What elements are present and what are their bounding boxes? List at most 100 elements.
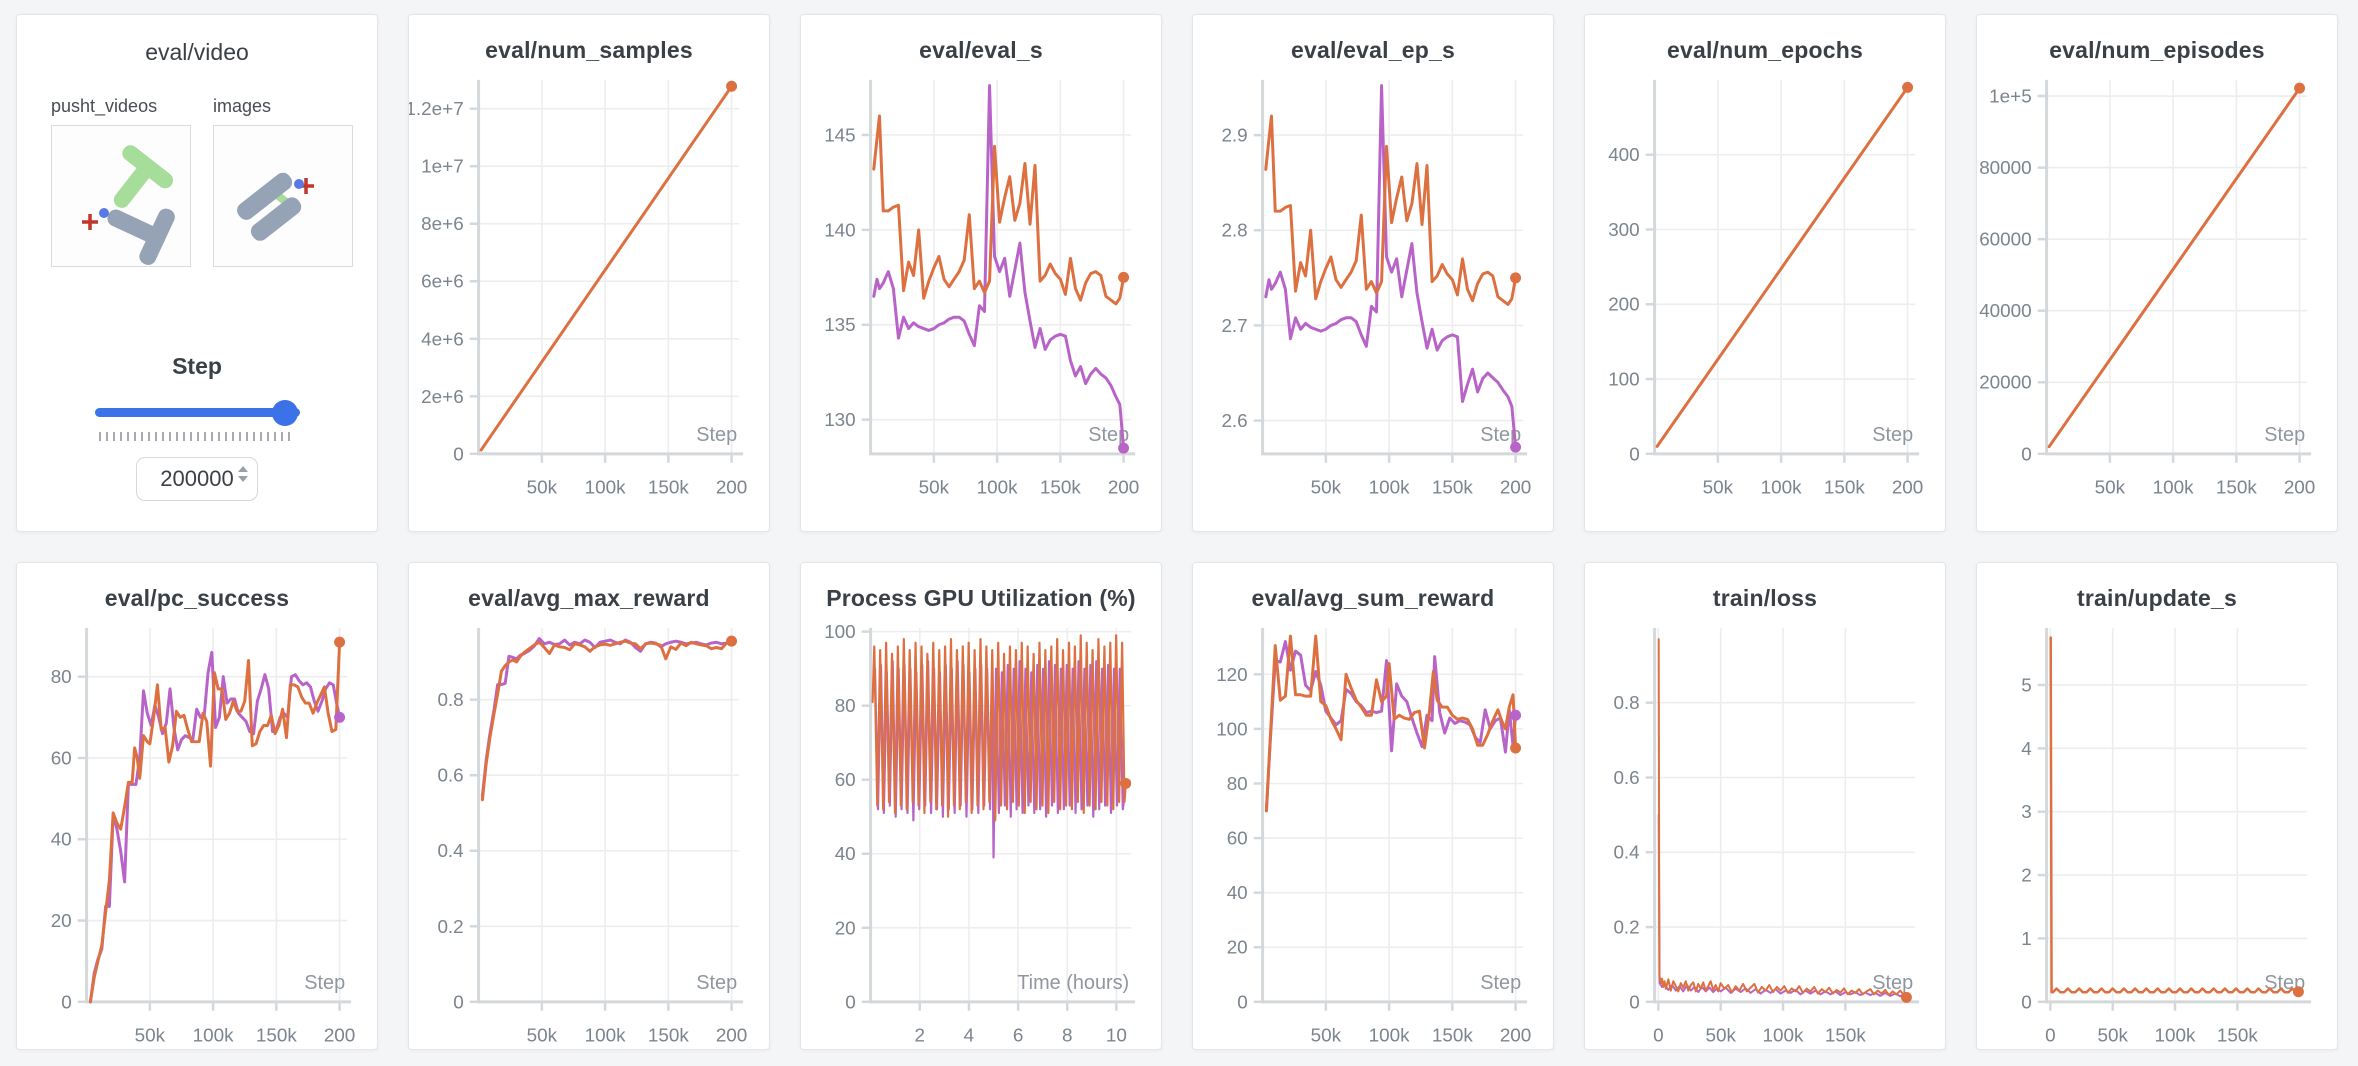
svg-text:60: 60 xyxy=(835,770,856,791)
svg-text:0: 0 xyxy=(453,444,464,465)
svg-text:1e+5: 1e+5 xyxy=(1989,86,2032,107)
svg-text:150k: 150k xyxy=(1824,478,1865,499)
chart-title: eval/num_episodes xyxy=(2049,37,2265,63)
svg-text:Step: Step xyxy=(2264,424,2305,446)
panel-eval-eval-s[interactable]: eval/eval_s 130 135 140 145 50k 100k 150k 200 St… xyxy=(800,14,1162,532)
chart-title: Process GPU Utilization (%) xyxy=(826,585,1136,611)
slider-ticks xyxy=(99,432,295,441)
panel-eval-video[interactable]: eval/video pusht_videos xyxy=(16,14,378,532)
svg-text:120: 120 xyxy=(1216,665,1248,686)
svg-text:150k: 150k xyxy=(648,478,689,499)
media-label: images xyxy=(213,96,272,116)
svg-text:100k: 100k xyxy=(1761,478,1802,499)
svg-text:2: 2 xyxy=(915,1026,926,1047)
chart-canvas[interactable]: 2.6 2.7 2.8 2.9 50k 100k 150k 200 Step xyxy=(1193,66,1553,516)
svg-text:0.4: 0.4 xyxy=(437,841,463,862)
panel-train-loss[interactable]: train/loss 0 0.2 0.4 0.6 0.8 0 50k 100k 150k Step xyxy=(1584,562,1946,1050)
svg-text:130: 130 xyxy=(824,410,856,431)
svg-text:0.8: 0.8 xyxy=(1613,693,1639,714)
chart-title: eval/pc_success xyxy=(104,585,290,611)
chart-title: eval/num_epochs xyxy=(1666,37,1864,63)
images-frame xyxy=(237,172,314,241)
video-thumbnail[interactable] xyxy=(51,125,191,267)
svg-text:100: 100 xyxy=(824,622,856,643)
svg-text:4e+6: 4e+6 xyxy=(421,329,464,350)
svg-text:60000: 60000 xyxy=(1979,230,2032,251)
svg-text:60: 60 xyxy=(51,748,72,769)
chart-canvas[interactable]: 130 135 140 145 50k 100k 150k 200 Step xyxy=(801,66,1161,516)
chart-title: eval/num_samples xyxy=(485,37,693,63)
svg-text:2.9: 2.9 xyxy=(1221,126,1247,147)
chart-canvas[interactable]: 0 20 40 60 80 50k 100k 150k 200 Step xyxy=(17,614,377,1050)
stepper-up-button[interactable] xyxy=(238,466,248,472)
svg-text:40: 40 xyxy=(51,830,72,851)
svg-text:200: 200 xyxy=(716,478,748,499)
svg-text:150k: 150k xyxy=(648,1026,689,1047)
svg-text:200: 200 xyxy=(2284,478,2316,499)
svg-text:150k: 150k xyxy=(1825,1026,1866,1047)
svg-text:0: 0 xyxy=(61,992,72,1013)
svg-text:0: 0 xyxy=(845,992,856,1013)
svg-text:200: 200 xyxy=(1500,1026,1532,1047)
media-item-images: images xyxy=(213,96,353,267)
svg-text:4: 4 xyxy=(964,1026,975,1047)
svg-text:150k: 150k xyxy=(256,1026,297,1047)
svg-text:Step: Step xyxy=(696,972,737,994)
image-thumbnail[interactable] xyxy=(213,125,353,267)
panel-eval-avg-max-reward[interactable]: eval/avg_max_reward 0 0.2 0.4 0.6 0.8 50k 100k… xyxy=(408,562,770,1050)
svg-text:50k: 50k xyxy=(527,1026,558,1047)
svg-text:Step: Step xyxy=(1088,424,1129,446)
svg-text:60: 60 xyxy=(1227,829,1248,850)
svg-text:80: 80 xyxy=(51,667,72,688)
chart-canvas[interactable]: 0 0.2 0.4 0.6 0.8 50k 100k 150k 200 Step xyxy=(409,614,769,1050)
chart-canvas[interactable]: 0 20 40 60 80 100 120 50k 100k 150k 200 Step xyxy=(1193,614,1553,1050)
panel-train-update-s[interactable]: train/update_s 0 1 2 3 4 5 0 50k 100k 150k Step xyxy=(1976,562,2338,1050)
svg-text:200: 200 xyxy=(1108,478,1140,499)
svg-text:100k: 100k xyxy=(585,1026,626,1047)
chart-title: eval/avg_sum_reward xyxy=(1251,585,1495,611)
panel-gpu-utilization[interactable]: Process GPU Utilization (%) 0 20 40 60 80 100… xyxy=(800,562,1162,1050)
chart-canvas[interactable]: 0 2e+6 4e+6 6e+6 8e+6 1e+7 1.2e+7 50k 100k 150k 20… xyxy=(409,66,769,516)
panel-eval-num-epochs[interactable]: eval/num_epochs 0 100 200 300 400 50k 100k 150k… xyxy=(1584,14,1946,532)
svg-text:2.7: 2.7 xyxy=(1221,316,1247,337)
step-value: 200000 xyxy=(160,466,234,491)
chart-canvas[interactable]: 0 20000 40000 60000 80000 1e+5 50k 100k 150k 200 S… xyxy=(1977,66,2337,516)
panel-eval-num-episodes[interactable]: eval/num_episodes 0 20000 40000 60000 80000 1… xyxy=(1976,14,2338,532)
chart-title: eval/eval_ep_s xyxy=(1291,37,1455,63)
slider-thumb[interactable] xyxy=(271,400,298,426)
svg-text:20000: 20000 xyxy=(1979,373,2032,394)
svg-text:150k: 150k xyxy=(1040,478,1081,499)
svg-text:100: 100 xyxy=(1216,719,1248,740)
svg-text:Step: Step xyxy=(304,972,345,994)
svg-text:Step: Step xyxy=(1872,972,1913,994)
panel-eval-num-samples[interactable]: eval/num_samples 0 2e+6 4e+6 6e+6 8e+6 1e+7 1.… xyxy=(408,14,770,532)
panel-eval-eval-ep-s[interactable]: eval/eval_ep_s 2.6 2.7 2.8 2.9 50k 100k 150k 20… xyxy=(1192,14,1554,532)
step-slider[interactable] xyxy=(94,400,300,430)
chart-title: train/update_s xyxy=(2076,585,2237,611)
chart-canvas[interactable]: 0 100 200 300 400 50k 100k 150k 200 Step xyxy=(1585,66,1945,516)
slider-track[interactable] xyxy=(94,408,300,417)
svg-text:5: 5 xyxy=(2021,675,2032,696)
svg-text:0.4: 0.4 xyxy=(1613,843,1639,864)
panel-eval-avg-sum-reward[interactable]: eval/avg_sum_reward 0 20 40 60 80 100 120 50k 10… xyxy=(1192,562,1554,1050)
chart-canvas[interactable]: 0 20 40 60 80 100 2 4 6 8 10 Time (hours) xyxy=(801,614,1161,1050)
svg-text:0.8: 0.8 xyxy=(437,690,463,711)
svg-text:50k: 50k xyxy=(1705,1026,1736,1047)
svg-text:50k: 50k xyxy=(2097,1026,2128,1047)
svg-text:0: 0 xyxy=(2045,1026,2056,1047)
step-value-field[interactable]: 200000 xyxy=(136,457,258,501)
panel-eval-pc-success[interactable]: eval/pc_success 0 20 40 60 80 50k 100k 150k 200 S… xyxy=(16,562,378,1050)
chart-canvas[interactable]: 0 0.2 0.4 0.6 0.8 0 50k 100k 150k Step xyxy=(1585,614,1945,1050)
svg-text:40: 40 xyxy=(835,844,856,865)
svg-text:50k: 50k xyxy=(1703,478,1734,499)
stepper-down-button[interactable] xyxy=(238,476,248,482)
svg-text:150k: 150k xyxy=(1432,1026,1473,1047)
svg-text:0.6: 0.6 xyxy=(437,766,463,787)
svg-text:200: 200 xyxy=(1608,295,1640,316)
svg-text:6: 6 xyxy=(1013,1026,1024,1047)
svg-text:0.2: 0.2 xyxy=(437,917,463,938)
svg-text:Step: Step xyxy=(1480,972,1521,994)
svg-text:0: 0 xyxy=(2021,444,2032,465)
